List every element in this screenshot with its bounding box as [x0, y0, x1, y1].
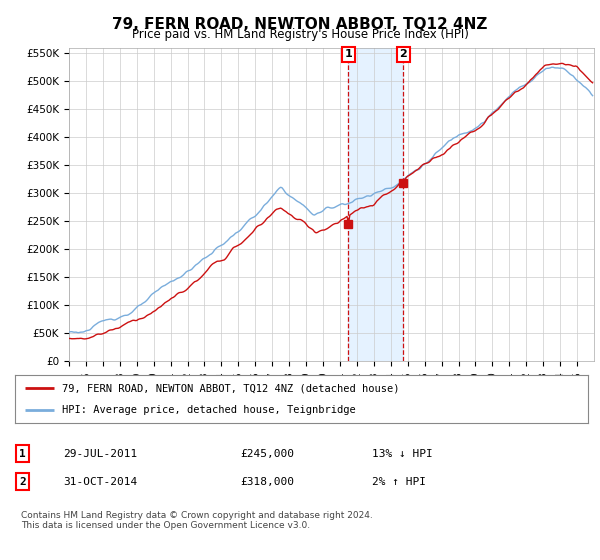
Text: 1: 1 — [344, 49, 352, 59]
Text: Price paid vs. HM Land Registry's House Price Index (HPI): Price paid vs. HM Land Registry's House … — [131, 28, 469, 41]
Text: £245,000: £245,000 — [240, 449, 294, 459]
Text: £318,000: £318,000 — [240, 477, 294, 487]
Text: 2: 2 — [400, 49, 407, 59]
Text: 13% ↓ HPI: 13% ↓ HPI — [372, 449, 433, 459]
Text: 2: 2 — [19, 477, 26, 487]
Text: 29-JUL-2011: 29-JUL-2011 — [63, 449, 137, 459]
Text: HPI: Average price, detached house, Teignbridge: HPI: Average price, detached house, Teig… — [62, 405, 356, 415]
Text: 79, FERN ROAD, NEWTON ABBOT, TQ12 4NZ: 79, FERN ROAD, NEWTON ABBOT, TQ12 4NZ — [112, 17, 488, 32]
Bar — [349, 48, 403, 361]
Text: Contains HM Land Registry data © Crown copyright and database right 2024.
This d: Contains HM Land Registry data © Crown c… — [21, 511, 373, 530]
Text: 79, FERN ROAD, NEWTON ABBOT, TQ12 4NZ (detached house): 79, FERN ROAD, NEWTON ABBOT, TQ12 4NZ (d… — [62, 383, 400, 393]
Text: 31-OCT-2014: 31-OCT-2014 — [63, 477, 137, 487]
Text: 1: 1 — [19, 449, 26, 459]
Text: 2% ↑ HPI: 2% ↑ HPI — [372, 477, 426, 487]
